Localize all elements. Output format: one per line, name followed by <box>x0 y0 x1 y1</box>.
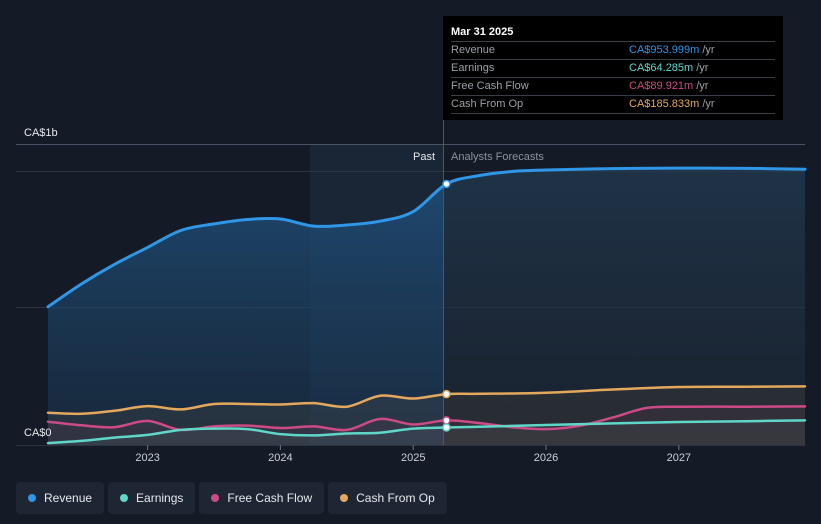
tooltip-label: Earnings <box>451 62 495 74</box>
revenue-area-past <box>48 185 444 445</box>
earnings-area <box>48 420 805 445</box>
tooltip-value: CA$185.833m <box>629 98 700 110</box>
legend-label: Earnings <box>136 491 184 505</box>
tooltip: Mar 31 2025 Revenue CA$953.999m /yr Earn… <box>443 16 783 120</box>
y-axis-top-label: CA$1b <box>24 127 58 139</box>
legend-item-cash-from-op[interactable]: Cash From Op <box>328 482 447 514</box>
tooltip-unit: /yr <box>696 62 709 74</box>
free-cash-flow-marker <box>442 416 451 425</box>
cash-from-op-area <box>48 386 805 445</box>
cash-from-op-marker <box>442 389 451 399</box>
tooltip-label: Cash From Op <box>451 98 524 110</box>
areas <box>48 168 805 445</box>
x-tick-label: 2025 <box>401 452 425 464</box>
legend-item-revenue[interactable]: Revenue <box>16 482 105 514</box>
tooltip-unit: /yr <box>696 80 709 92</box>
tooltip-unit: /yr <box>702 98 715 110</box>
past-label: Past <box>413 151 435 163</box>
legend-label: Free Cash Flow <box>227 491 313 505</box>
earnings-line <box>46 419 807 445</box>
tooltip-date: Mar 31 2025 <box>451 24 775 42</box>
tooltip-value: CA$89.921m <box>629 80 694 92</box>
earnings-marker <box>442 423 451 432</box>
x-tick-label: 2027 <box>667 452 691 464</box>
tooltip-row-revenue: Revenue CA$953.999m /yr <box>451 42 775 60</box>
x-tick-label: 2024 <box>268 452 292 464</box>
earnings-dot-icon <box>120 494 129 502</box>
free-cash-flow-dot-icon <box>211 494 220 502</box>
tooltip-row-earnings: Earnings CA$64.285m /yr <box>451 60 775 78</box>
x-axis-ticks: 2023 2024 2025 2026 2027 <box>135 445 691 464</box>
tooltip-row-free-cash-flow: Free Cash Flow CA$89.921m /yr <box>451 78 775 96</box>
series-markers <box>442 179 451 432</box>
cash-from-op-dot-icon <box>340 494 349 502</box>
legend-item-earnings[interactable]: Earnings <box>108 482 196 514</box>
revenue-area-forecast <box>443 168 805 445</box>
tooltip-row-cash-from-op: Cash From Op CA$185.833m /yr <box>451 96 775 114</box>
free-cash-flow-area <box>48 406 805 445</box>
legend-label: Cash From Op <box>356 491 435 505</box>
tooltip-value: CA$64.285m <box>629 62 694 74</box>
tooltip-unit: /yr <box>702 44 715 56</box>
revenue-dot-icon <box>28 494 36 502</box>
x-tick-label: 2023 <box>135 452 159 464</box>
forecast-label: Analysts Forecasts <box>451 151 544 163</box>
legend: Revenue Earnings Free Cash Flow Cash Fro… <box>16 482 447 514</box>
legend-label: Revenue <box>44 491 93 505</box>
cash-from-op-line <box>46 385 807 416</box>
free-cash-flow-line <box>46 405 807 432</box>
tooltip-label: Revenue <box>451 44 496 56</box>
y-axis-bottom-label: CA$0 <box>24 427 52 439</box>
tooltip-value: CA$953.999m <box>629 44 700 56</box>
legend-item-free-cash-flow[interactable]: Free Cash Flow <box>199 482 325 514</box>
revenue-marker <box>442 179 451 189</box>
series-lines <box>46 166 807 445</box>
x-tick-label: 2026 <box>534 452 558 464</box>
tooltip-label: Free Cash Flow <box>451 80 529 92</box>
revenue-line <box>46 166 807 309</box>
